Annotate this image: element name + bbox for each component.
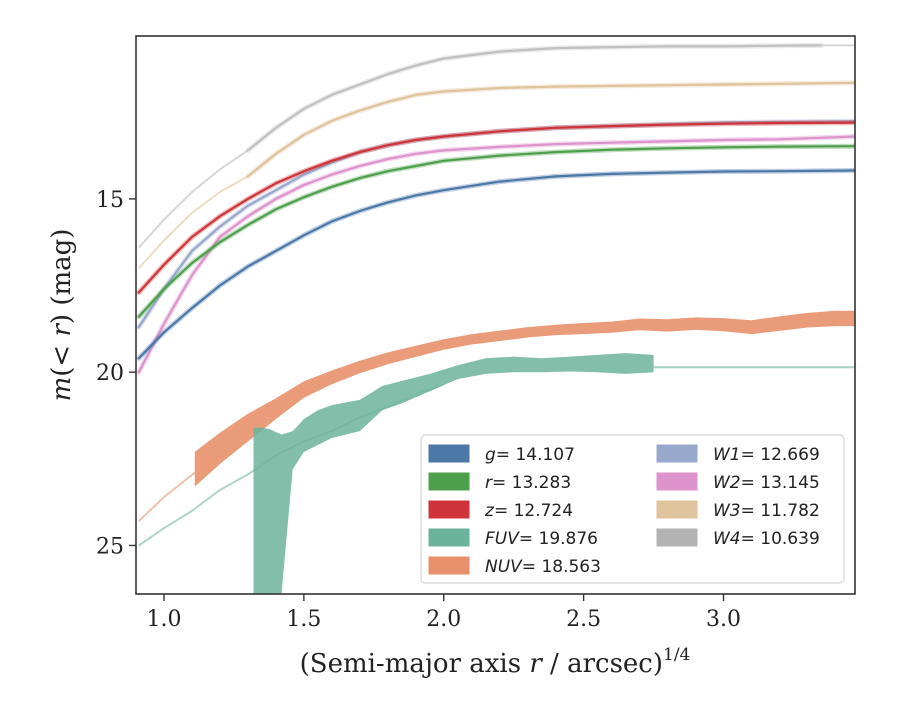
series-w3-extrapolation xyxy=(138,175,249,269)
legend-label: g= 14.107 xyxy=(485,445,575,465)
legend-label: W3= 11.782 xyxy=(713,501,820,521)
legend-item-z: z= 12.724 xyxy=(428,500,573,521)
legend-swatch xyxy=(656,528,698,547)
x-tick-label: 1.0 xyxy=(146,607,181,632)
legend-swatch xyxy=(656,500,698,519)
series-w2 xyxy=(136,134,855,375)
series-g-line xyxy=(137,169,855,360)
series-r xyxy=(136,143,855,320)
legend-label: W4= 10.639 xyxy=(713,529,820,549)
legend-label: FUV= 19.876 xyxy=(485,529,598,549)
legend-item-w1: W1= 12.669 xyxy=(656,444,820,465)
x-tick-label: 2.0 xyxy=(426,607,461,632)
y-axis: 15 20 25 xyxy=(96,188,136,559)
plot-frame xyxy=(135,35,856,595)
legend-item-w3: W3= 11.782 xyxy=(656,500,820,521)
legend-swatch xyxy=(428,472,470,491)
series-r-line xyxy=(137,145,855,318)
legend-swatch xyxy=(656,444,698,463)
series-nuv xyxy=(138,310,855,522)
x-axis-title: (Semi-major axis r / arcsec)1/4 xyxy=(300,645,691,679)
x-tick-label: 2.5 xyxy=(566,607,601,632)
legend-label: W1= 12.669 xyxy=(713,445,820,465)
legend-swatch xyxy=(428,556,470,575)
legend-swatch xyxy=(428,528,470,547)
legend-item-fuv: FUV= 19.876 xyxy=(428,528,598,549)
legend-swatch xyxy=(428,500,470,519)
legend-box xyxy=(420,434,845,584)
series-fuv-band xyxy=(253,353,654,594)
series-z xyxy=(136,120,855,295)
legend-item-nuv: NUV= 18.563 xyxy=(428,556,601,577)
series-w4-line xyxy=(246,44,823,152)
x-axis: 1.0 1.5 2.0 2.5 3.0 xyxy=(146,594,741,632)
series-g xyxy=(136,168,855,361)
legend-item-r: r= 13.283 xyxy=(428,472,571,493)
series-fuv xyxy=(138,353,855,594)
series-nuv-band xyxy=(194,310,855,487)
legend-label: NUV= 18.563 xyxy=(485,557,601,577)
y-tick-label: 15 xyxy=(96,188,124,213)
y-tick-label: 20 xyxy=(96,361,124,386)
series-w4-extrapolation xyxy=(138,149,249,249)
series-layer xyxy=(136,42,855,594)
series-w3 xyxy=(138,80,855,269)
legend-swatch xyxy=(656,472,698,491)
legend-items: g= 14.107 r= 13.283 z= 12.724 FUV= 19.876 NU… xyxy=(428,444,820,577)
y-tick-label: 25 xyxy=(96,534,124,559)
series-z-line xyxy=(137,121,855,294)
legend-label: r= 13.283 xyxy=(485,473,571,493)
legend-label: z= 12.724 xyxy=(484,501,573,521)
legend-swatch xyxy=(428,444,470,463)
legend-label: W2= 13.145 xyxy=(713,473,820,493)
y-axis-title: m(< r) (mag) xyxy=(47,229,77,402)
legend-item-w2: W2= 13.145 xyxy=(656,472,820,493)
legend: g= 14.107 r= 13.283 z= 12.724 FUV= 19.876 NU… xyxy=(420,434,845,584)
series-w2-line xyxy=(137,135,855,374)
x-tick-label: 3.0 xyxy=(706,607,741,632)
series-w3-line xyxy=(246,81,855,178)
series-nuv-extrapolation xyxy=(138,471,196,522)
legend-item-w4: W4= 10.639 xyxy=(656,528,820,549)
legend-item-g: g= 14.107 xyxy=(428,444,575,465)
x-tick-label: 1.5 xyxy=(286,607,321,632)
series-w4 xyxy=(138,42,855,249)
